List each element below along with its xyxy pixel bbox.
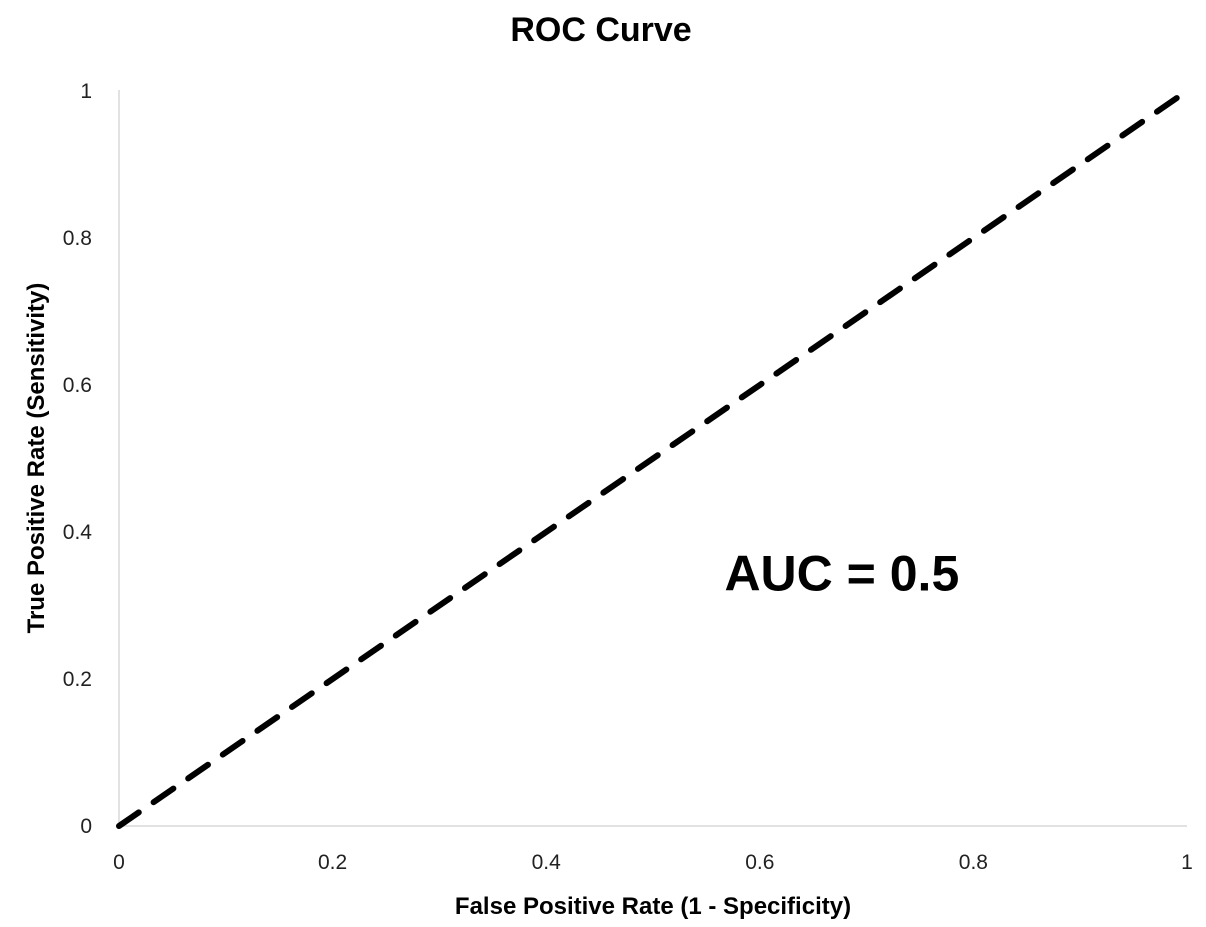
x-tick-label: 0.6 [745,851,774,874]
x-tick-label: 1 [1181,851,1193,874]
x-tick-labels: 0 0.2 0.4 0.6 0.8 1 [113,851,1193,874]
x-tick-label: 0.4 [532,851,562,874]
chart-title: ROC Curve [510,11,691,49]
series-line [116,88,1190,829]
series-layer [116,88,1190,829]
x-tick-label: 0 [113,851,125,874]
x-tick-label: 0.2 [318,851,347,874]
y-tick-label: 0.2 [63,668,92,691]
y-tick-label: 0.6 [63,374,92,397]
x-axis-label: False Positive Rate (1 - Specificity) [455,893,851,920]
y-tick-label: 0.4 [63,521,93,544]
x-tick-label: 0.8 [959,851,988,874]
auc-annotation: AUC = 0.5 [724,545,959,601]
y-axis-label: True Positive Rate (Sensitivity) [23,283,50,634]
y-tick-label: 0.8 [63,227,92,250]
y-tick-labels: 0 0.2 0.4 0.6 0.8 1 [63,80,93,838]
y-tick-label: 1 [80,80,92,103]
y-tick-label: 0 [80,815,92,838]
